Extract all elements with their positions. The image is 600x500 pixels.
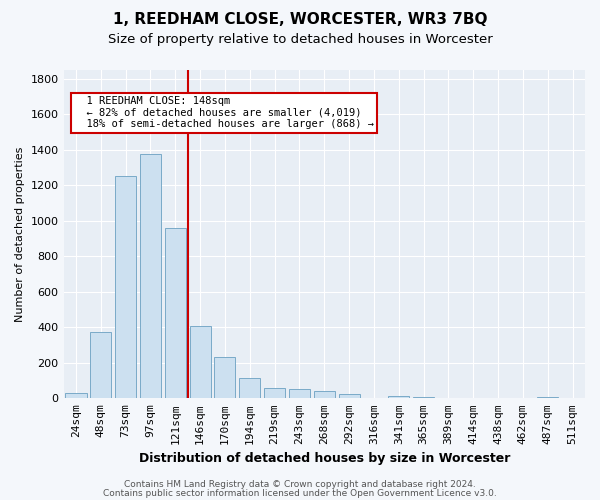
Bar [90,332,112,398]
Bar [289,388,310,398]
X-axis label: Distribution of detached houses by size in Worcester: Distribution of detached houses by size … [139,452,510,465]
Bar [537,396,559,398]
Text: Size of property relative to detached houses in Worcester: Size of property relative to detached ho… [107,32,493,46]
Bar [140,154,161,398]
Y-axis label: Number of detached properties: Number of detached properties [15,146,25,322]
Text: 1 REEDHAM CLOSE: 148sqm
  ← 82% of detached houses are smaller (4,019)
  18% of : 1 REEDHAM CLOSE: 148sqm ← 82% of detache… [74,96,374,130]
Bar [115,176,136,398]
Text: Contains public sector information licensed under the Open Government Licence v3: Contains public sector information licen… [103,488,497,498]
Bar [165,228,186,398]
Bar [314,391,335,398]
Text: 1, REEDHAM CLOSE, WORCESTER, WR3 7BQ: 1, REEDHAM CLOSE, WORCESTER, WR3 7BQ [113,12,487,28]
Bar [214,356,235,399]
Bar [65,393,86,398]
Bar [388,396,409,398]
Text: Contains HM Land Registry data © Crown copyright and database right 2024.: Contains HM Land Registry data © Crown c… [124,480,476,489]
Bar [239,378,260,398]
Bar [190,326,211,398]
Bar [338,394,359,398]
Bar [264,388,285,398]
